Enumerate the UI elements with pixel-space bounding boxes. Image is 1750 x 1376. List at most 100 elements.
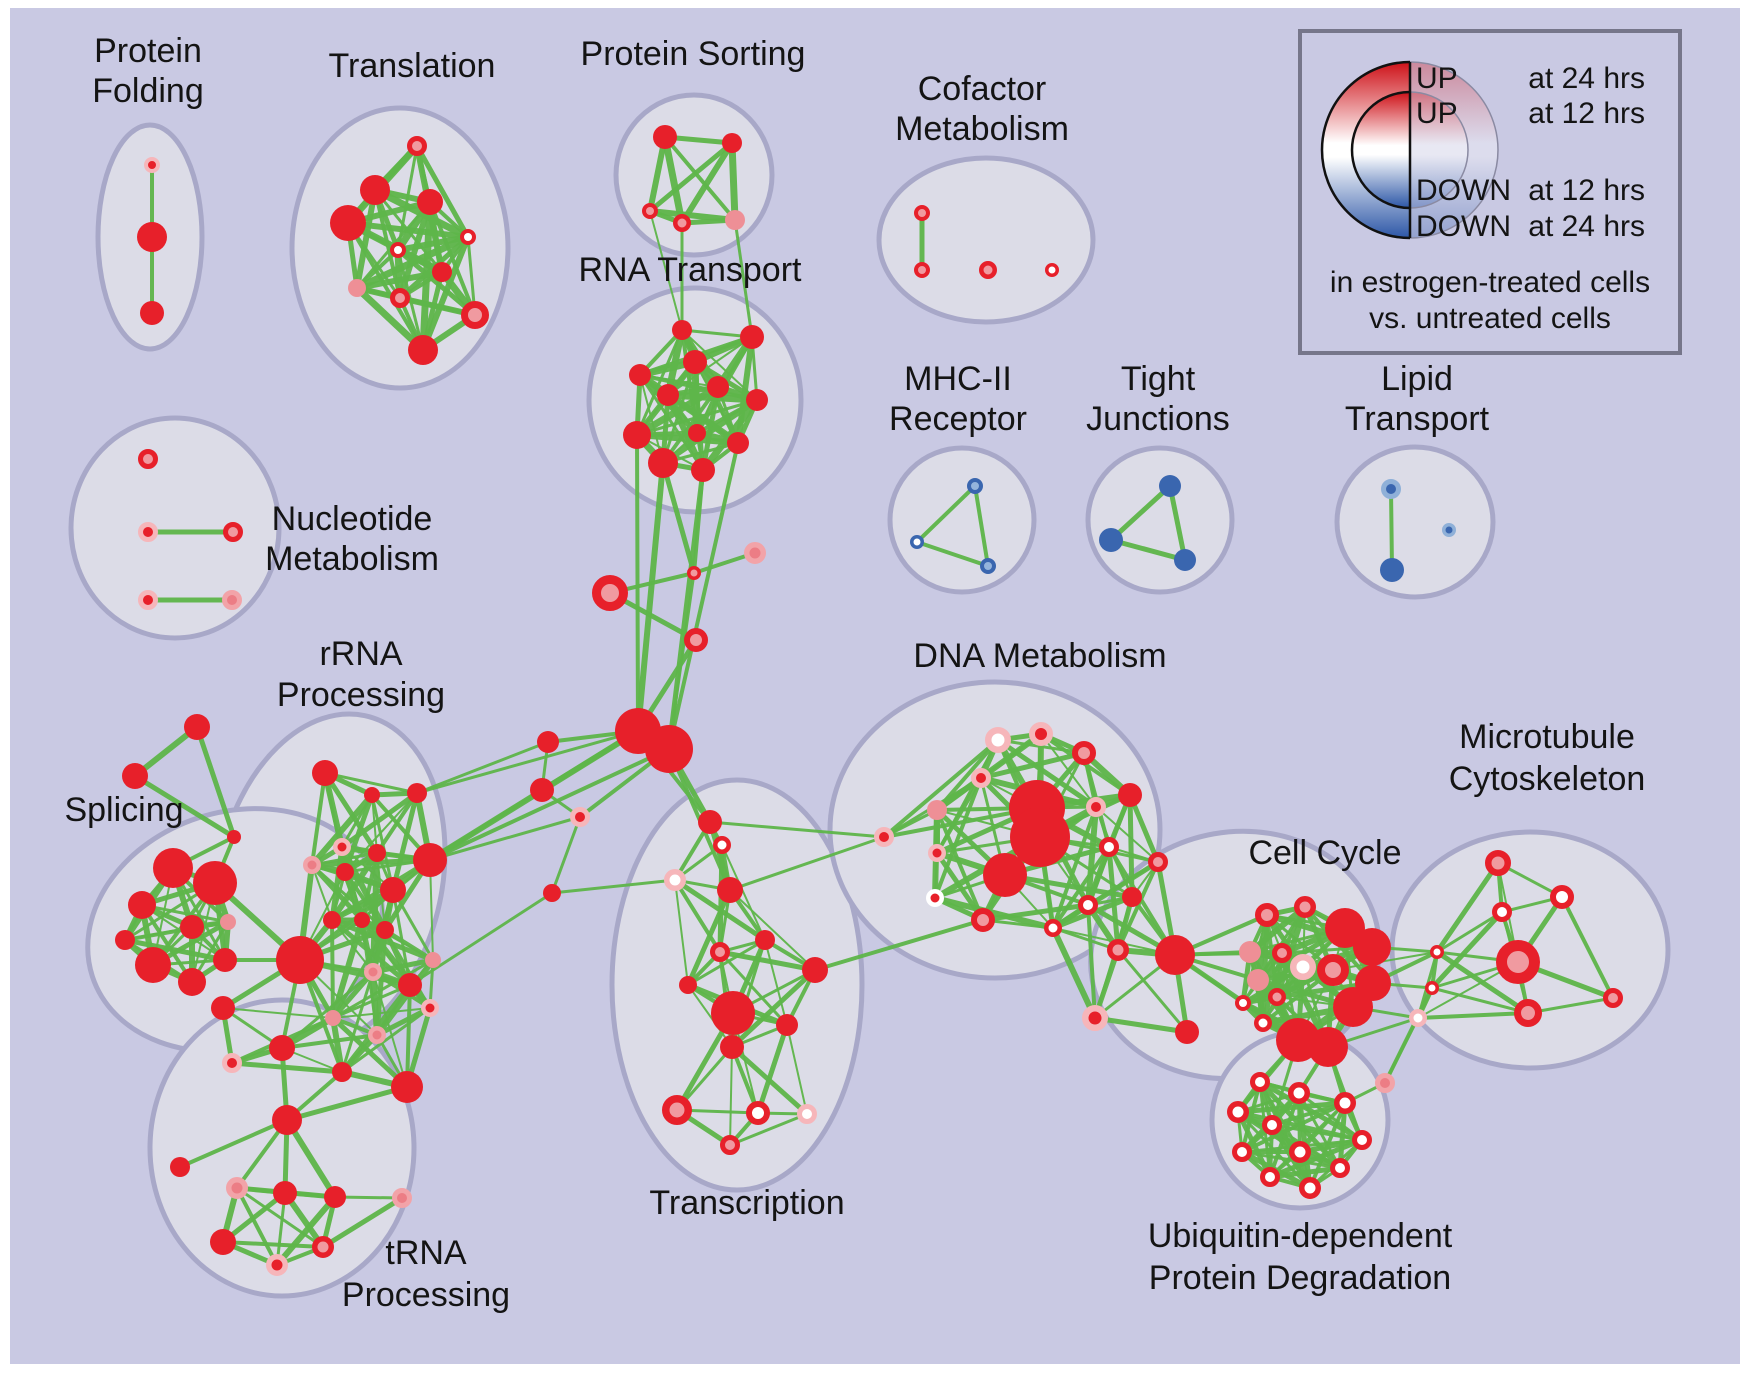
- edge: [699, 396, 761, 474]
- edge: [764, 939, 788, 1026]
- node-tc3: [664, 869, 686, 891]
- node-tl8: [348, 279, 366, 297]
- cluster-label-rna-transport-line1: RNA Transport: [579, 251, 803, 289]
- edge: [915, 484, 977, 544]
- edge: [333, 1195, 404, 1200]
- edge: [915, 540, 990, 568]
- edge: [340, 970, 375, 1074]
- node-rr6: [413, 843, 447, 877]
- node-cc4: [1353, 928, 1391, 966]
- node-rr9: [380, 877, 406, 903]
- node-rr16: [398, 973, 422, 997]
- edge: [1434, 860, 1501, 955]
- legend-ring-inner: [1350, 90, 1410, 210]
- edge: [323, 771, 419, 795]
- cluster-label-mhc-ii-receptor-line2: Receptor: [889, 400, 1027, 438]
- edge: [674, 879, 689, 986]
- node-tg1: [184, 714, 210, 740]
- edge: [1095, 806, 1159, 863]
- cluster-label-microtubule-cytoskeleton-line1: Microtubule: [1459, 718, 1635, 756]
- node-tl3: [417, 189, 443, 215]
- node-lb4: [543, 884, 561, 902]
- edge: [1435, 910, 1504, 954]
- node-rt12: [691, 458, 715, 482]
- node-cf4: [1045, 263, 1059, 277]
- edge: [1106, 844, 1121, 953]
- edge: [667, 441, 740, 751]
- node-dm18: [1107, 939, 1129, 961]
- edge: [345, 220, 471, 240]
- node-lb2: [530, 778, 554, 802]
- edge: [813, 918, 985, 972]
- edge: [221, 1240, 325, 1249]
- node-ps5: [725, 210, 745, 230]
- edge: [235, 1186, 279, 1267]
- edge: [1430, 986, 1530, 1015]
- node-rr15: [364, 963, 382, 981]
- node-dm21: [1175, 1020, 1199, 1044]
- node-rr20: [391, 1071, 423, 1103]
- node-dm3: [1072, 741, 1096, 765]
- node-dm22: [1155, 935, 1195, 975]
- edge: [374, 1005, 433, 1038]
- edge: [1247, 904, 1308, 955]
- node-tc13: [662, 1095, 692, 1125]
- legend-row-time-1: at 24 hrs: [1528, 62, 1645, 95]
- edge: [1116, 860, 1160, 952]
- node-dm15: [1078, 895, 1098, 915]
- edge: [728, 1112, 809, 1147]
- edge: [660, 460, 697, 576]
- node-tl2: [360, 175, 390, 205]
- edge: [220, 1190, 288, 1245]
- edge: [428, 788, 544, 862]
- node-lp3: [1442, 523, 1456, 537]
- cluster-ellipse-mhc-ii-receptor: [887, 445, 1037, 595]
- node-tc12: [720, 1035, 744, 1059]
- edge: [1240, 1150, 1342, 1170]
- edge: [339, 790, 420, 850]
- edge: [1235, 1100, 1348, 1115]
- edge: [647, 140, 735, 214]
- node-cc3: [1325, 908, 1365, 948]
- edge: [1108, 483, 1173, 543]
- node-ch4: [684, 628, 708, 652]
- node-nm3: [223, 522, 243, 542]
- node-mc1: [1485, 850, 1511, 876]
- node-rt4: [683, 350, 707, 374]
- node-cc11: [1235, 995, 1251, 1011]
- edge: [708, 820, 886, 839]
- node-dm8: [928, 844, 946, 862]
- edge: [415, 740, 550, 795]
- edge: [882, 738, 1000, 839]
- edge: [1260, 950, 1285, 1026]
- node-rt5: [707, 376, 729, 398]
- edge: [932, 895, 1056, 931]
- cluster-label-translation-line1: Translation: [329, 47, 496, 85]
- node-dm16: [1044, 919, 1062, 937]
- edge: [310, 771, 327, 867]
- node-layer: [115, 125, 1623, 1276]
- edge: [1416, 1011, 1530, 1020]
- node-cc10: [1268, 988, 1286, 1006]
- node-rt1: [672, 320, 692, 340]
- node-dm7: [1086, 797, 1106, 817]
- node-mc4: [1430, 945, 1444, 959]
- node-tc15: [797, 1104, 817, 1124]
- legend-row-direction-4: DOWN: [1416, 210, 1511, 243]
- edge: [661, 133, 686, 227]
- node-tc5: [874, 827, 894, 847]
- node-rr17: [332, 1062, 352, 1082]
- edge: [1560, 895, 1615, 1000]
- node-pf3: [140, 301, 164, 325]
- node-hb2: [645, 725, 693, 773]
- node-dm6: [1118, 783, 1142, 807]
- node-tg3: [227, 830, 241, 844]
- edge: [978, 750, 1087, 781]
- node-nm4: [138, 590, 158, 610]
- node-sp8: [213, 948, 237, 972]
- node-ub8: [1232, 1142, 1252, 1162]
- node-rr2: [364, 787, 380, 803]
- edge: [280, 970, 375, 1050]
- node-tj1: [1159, 475, 1181, 497]
